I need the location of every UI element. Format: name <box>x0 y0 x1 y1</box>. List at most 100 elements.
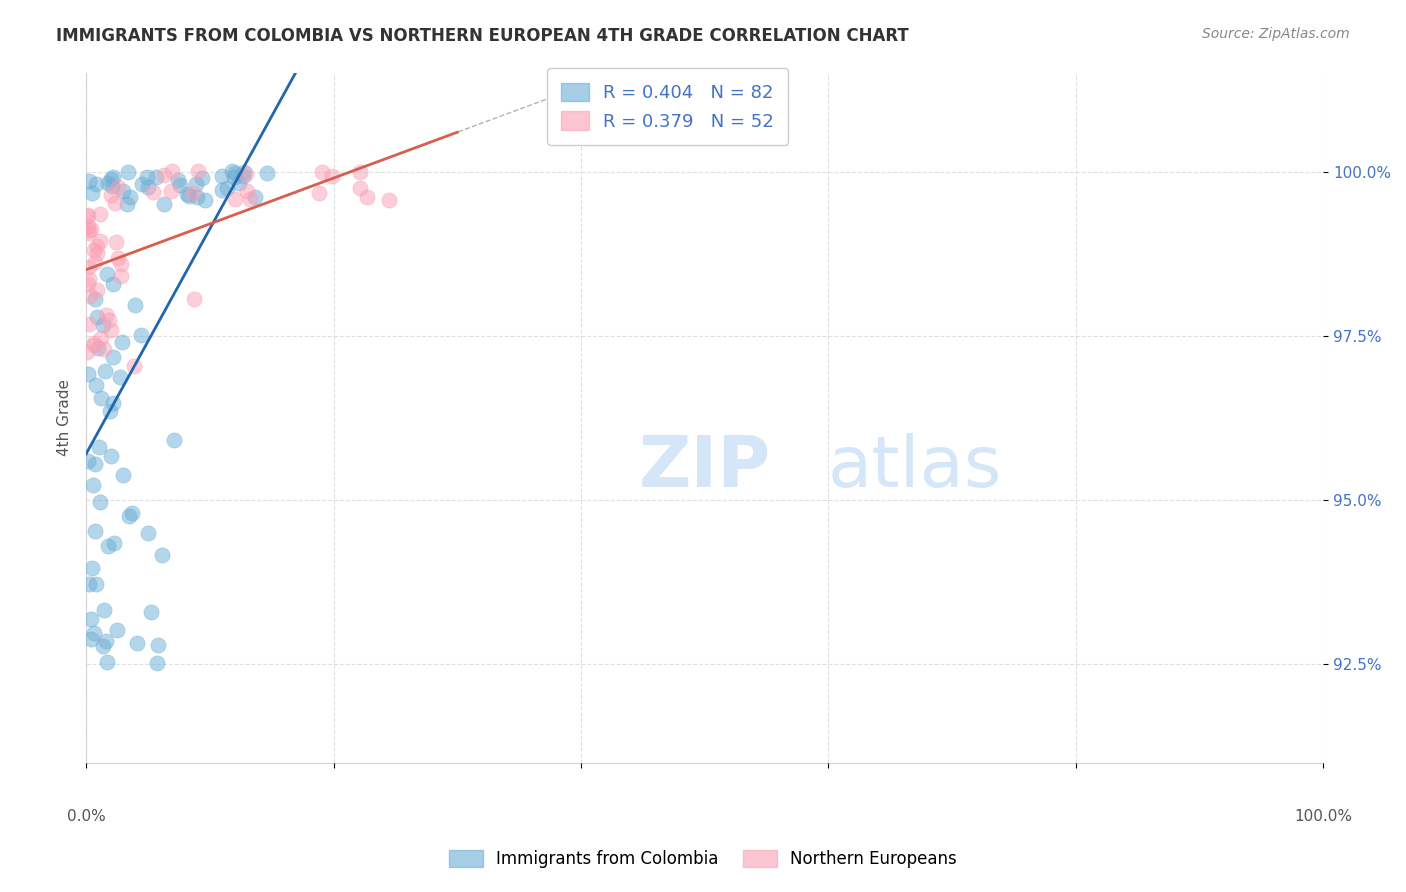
Immigrants from Colombia <box>176 186 198 201</box>
Northern Europeans <box>83 244 105 258</box>
Immigrants from Colombia <box>146 656 169 670</box>
Northern Europeans <box>308 186 330 200</box>
Immigrants from Colombia <box>148 638 170 652</box>
Northern Europeans <box>77 317 100 331</box>
Northern Europeans <box>349 164 371 178</box>
Immigrants from Colombia <box>94 634 117 648</box>
Northern Europeans <box>107 251 129 265</box>
Northern Europeans <box>122 359 145 374</box>
Immigrants from Colombia <box>97 540 120 554</box>
Immigrants from Colombia <box>89 495 111 509</box>
Northern Europeans <box>181 186 204 200</box>
Immigrants from Colombia <box>103 536 125 550</box>
Immigrants from Colombia <box>136 526 159 541</box>
Northern Europeans <box>86 245 108 260</box>
Immigrants from Colombia <box>111 184 134 198</box>
Immigrants from Colombia <box>222 170 245 185</box>
Immigrants from Colombia <box>233 165 256 179</box>
Immigrants from Colombia <box>77 577 100 591</box>
Immigrants from Colombia <box>232 169 254 184</box>
Northern Europeans <box>77 260 100 274</box>
Immigrants from Colombia <box>84 378 107 392</box>
Legend: Immigrants from Colombia, Northern Europeans: Immigrants from Colombia, Northern Europ… <box>443 843 963 875</box>
Immigrants from Colombia <box>97 176 120 190</box>
Immigrants from Colombia <box>86 341 108 355</box>
Northern Europeans <box>110 269 132 284</box>
Immigrants from Colombia <box>94 363 117 377</box>
Y-axis label: 4th Grade: 4th Grade <box>58 379 72 457</box>
Northern Europeans <box>98 313 121 327</box>
Immigrants from Colombia <box>186 178 208 192</box>
Immigrants from Colombia <box>84 577 107 591</box>
Immigrants from Colombia <box>228 176 250 190</box>
Immigrants from Colombia <box>221 164 243 178</box>
Northern Europeans <box>84 254 107 268</box>
Immigrants from Colombia <box>121 506 143 520</box>
Immigrants from Colombia <box>108 369 131 384</box>
Immigrants from Colombia <box>101 178 124 193</box>
Immigrants from Colombia <box>211 169 233 183</box>
Northern Europeans <box>105 235 128 249</box>
Northern Europeans <box>311 165 333 179</box>
Northern Europeans <box>349 181 371 195</box>
Immigrants from Colombia <box>105 623 128 637</box>
Northern Europeans <box>90 331 112 345</box>
Immigrants from Colombia <box>76 454 98 468</box>
Immigrants from Colombia <box>224 166 246 180</box>
Immigrants from Colombia <box>111 467 134 482</box>
Northern Europeans <box>80 222 103 236</box>
Northern Europeans <box>235 167 257 181</box>
Northern Europeans <box>356 190 378 204</box>
Immigrants from Colombia <box>152 196 174 211</box>
Immigrants from Colombia <box>100 449 122 463</box>
Immigrants from Colombia <box>167 173 190 187</box>
Immigrants from Colombia <box>131 178 153 192</box>
Immigrants from Colombia <box>76 368 98 382</box>
Northern Europeans <box>86 283 108 297</box>
Text: IMMIGRANTS FROM COLOMBIA VS NORTHERN EUROPEAN 4TH GRADE CORRELATION CHART: IMMIGRANTS FROM COLOMBIA VS NORTHERN EUR… <box>56 27 910 45</box>
Immigrants from Colombia <box>194 193 217 207</box>
Northern Europeans <box>76 208 98 222</box>
Immigrants from Colombia <box>150 548 173 562</box>
Immigrants from Colombia <box>129 328 152 343</box>
Text: 100.0%: 100.0% <box>1295 809 1353 823</box>
Immigrants from Colombia <box>89 440 111 454</box>
Immigrants from Colombia <box>217 181 239 195</box>
Immigrants from Colombia <box>86 310 108 324</box>
Immigrants from Colombia <box>101 350 124 364</box>
Northern Europeans <box>79 289 101 303</box>
Immigrants from Colombia <box>91 318 114 332</box>
Immigrants from Colombia <box>139 605 162 619</box>
Immigrants from Colombia <box>211 183 233 197</box>
Immigrants from Colombia <box>162 433 184 447</box>
Legend: R = 0.404   N = 82, R = 0.379   N = 52: R = 0.404 N = 82, R = 0.379 N = 52 <box>547 69 789 145</box>
Immigrants from Colombia <box>115 196 138 211</box>
Immigrants from Colombia <box>80 612 103 626</box>
Northern Europeans <box>76 219 98 233</box>
Immigrants from Colombia <box>82 478 104 492</box>
Immigrants from Colombia <box>98 404 121 418</box>
Immigrants from Colombia <box>186 190 208 204</box>
Northern Europeans <box>152 168 174 182</box>
Northern Europeans <box>96 308 118 322</box>
Immigrants from Colombia <box>117 165 139 179</box>
Immigrants from Colombia <box>169 178 191 193</box>
Immigrants from Colombia <box>91 639 114 653</box>
Immigrants from Colombia <box>135 169 157 184</box>
Text: ZIP: ZIP <box>638 433 770 501</box>
Immigrants from Colombia <box>83 292 105 306</box>
Northern Europeans <box>160 164 183 178</box>
Immigrants from Colombia <box>136 179 159 194</box>
Northern Europeans <box>86 238 108 252</box>
Northern Europeans <box>83 335 105 350</box>
Northern Europeans <box>93 342 115 356</box>
Northern Europeans <box>76 210 98 224</box>
Immigrants from Colombia <box>84 177 107 191</box>
Immigrants from Colombia <box>83 524 105 538</box>
Immigrants from Colombia <box>96 655 118 669</box>
Text: atlas: atlas <box>828 433 1002 501</box>
Northern Europeans <box>224 192 246 206</box>
Immigrants from Colombia <box>80 186 103 200</box>
Northern Europeans <box>183 293 205 307</box>
Northern Europeans <box>107 179 129 194</box>
